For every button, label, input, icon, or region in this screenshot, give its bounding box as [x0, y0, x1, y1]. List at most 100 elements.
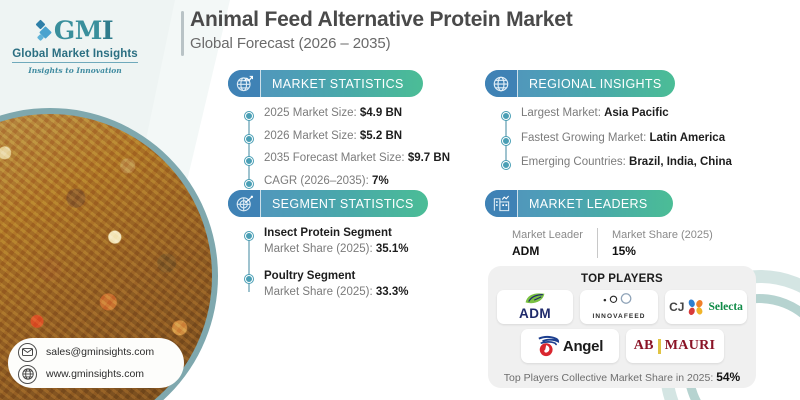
region-label: Emerging Countries: — [521, 156, 630, 169]
market-leader-heading: Market Leader — [512, 229, 583, 241]
cj-blossom-icon — [689, 298, 704, 315]
stat-label: 2035 Forecast Market Size: — [264, 152, 408, 165]
company-logo: GMI Global Market Insights Insights to I… — [10, 16, 140, 75]
segment-value: 35.1% — [375, 242, 409, 255]
stat-label: CAGR (2026–2035): — [264, 174, 373, 187]
angel-swirl-icon — [538, 335, 559, 357]
list-item: Poultry Segment Market Share (2025): 33.… — [244, 269, 409, 300]
logo-wordmark-row: GMI — [10, 15, 140, 45]
list-item: 2025 Market Size: $4.9 BN — [244, 106, 450, 122]
globe-grid-icon — [18, 364, 37, 384]
bullet-dot-icon — [501, 112, 510, 120]
player-name-innovafeed: INNOVAFEED — [592, 312, 646, 320]
selecta-wordmark: Selecta — [708, 301, 743, 313]
section-label-market-statistics: MARKET STATISTICS — [272, 76, 404, 91]
logo-initials: GMI — [53, 15, 114, 45]
list-spine — [248, 233, 250, 293]
section-label-regional-insights: REGIONAL INSIGHTS — [529, 76, 662, 91]
bullet-dot-icon — [501, 136, 510, 145]
bullet-dot-icon — [244, 157, 253, 166]
region-value: Asia Pacific — [604, 107, 669, 119]
collective-share-footer: Top Players Collective Market Share in 2… — [488, 370, 756, 384]
stat-value: 7% — [372, 174, 389, 187]
segment-heading: Insect Protein Segment — [264, 227, 392, 239]
stat-value: $9.7 BN — [407, 152, 450, 165]
contact-panel: sales@gminsights.com www.gminsights.com — [8, 338, 184, 388]
bullet-dot-icon — [501, 161, 510, 170]
stat-value: $4.9 BN — [359, 107, 403, 119]
ab-wordmark: AB — [633, 338, 654, 353]
section-header-market-statistics: MARKET STATISTICS — [228, 70, 423, 97]
gmi-diamonds-icon — [35, 19, 52, 41]
list-item: 2035 Forecast Market Size: $9.7 BN — [244, 151, 450, 167]
list-item: CAGR (2026–2035): 7% — [244, 174, 450, 190]
page-title: Animal Feed Alternative Protein Market — [190, 8, 573, 31]
cj-wordmark: CJ — [669, 300, 685, 314]
market-statistics-list: 2025 Market Size: $4.9 BN 2026 Market Si… — [244, 106, 450, 190]
market-leader-column: Market Leader ADM — [512, 228, 597, 258]
bullet-dot-icon — [244, 134, 253, 143]
regional-insights-list: Largest Market: Asia Pacific Fastest Gro… — [501, 106, 732, 171]
list-item: Largest Market: Asia Pacific — [501, 106, 732, 122]
contact-website-row[interactable]: www.gminsights.com — [18, 364, 174, 384]
market-share-value: 15% — [611, 244, 636, 259]
logo-company-name: Global Market Insights — [12, 48, 138, 63]
page-subtitle: Global Forecast (2026 – 2035) — [190, 35, 391, 53]
region-label: Fastest Growing Market: — [521, 131, 650, 144]
stat-value: $5.2 BN — [359, 129, 403, 142]
bullet-dot-icon — [244, 112, 253, 120]
segment-value: 33.3% — [375, 285, 409, 298]
top-players-row-1: ADM INNOVAFEED CJ — [497, 290, 747, 324]
bullet-dot-icon — [244, 275, 253, 284]
list-item: Insect Protein Segment Market Share (202… — [244, 226, 409, 257]
player-logo-abmauri[interactable]: AB MAURI — [625, 329, 724, 363]
adm-leaf-icon — [525, 293, 545, 304]
globe-chart-icon — [228, 70, 261, 97]
region-label: Largest Market: — [521, 107, 605, 119]
player-name-adm: ADM — [519, 306, 551, 321]
section-header-market-leaders: MARKET LEADERS — [485, 190, 673, 217]
mauri-wordmark: MAURI — [664, 338, 716, 353]
innovafeed-mark-icon — [603, 292, 632, 304]
contact-website: www.gminsights.com — [46, 368, 145, 380]
segment-label: Market Share (2025): — [264, 285, 376, 298]
player-logo-angel[interactable]: Angel — [520, 329, 619, 363]
section-label-segment-statistics: SEGMENT STATISTICS — [272, 196, 414, 211]
ab-divider-bar — [657, 338, 661, 354]
contact-email: sales@gminsights.com — [46, 346, 155, 358]
header: Animal Feed Alternative Protein Market G… — [181, 8, 790, 56]
contact-email-row[interactable]: sales@gminsights.com — [18, 342, 174, 362]
player-name-angel: Angel — [562, 337, 604, 355]
target-chart-icon — [228, 190, 261, 217]
market-leader-value: ADM — [512, 244, 540, 259]
market-leader-summary: Market Leader ADM Market Share (2025) 15… — [512, 228, 727, 259]
bullet-dot-icon — [244, 179, 253, 188]
globe-icon — [485, 70, 518, 97]
logo-tagline: Insights to Innovation — [28, 66, 122, 75]
section-label-market-leaders: MARKET LEADERS — [529, 196, 648, 211]
player-logo-adm[interactable]: ADM — [497, 290, 574, 324]
stat-label: 2025 Market Size: — [264, 107, 360, 119]
list-spine — [248, 113, 250, 182]
region-value: Brazil, India, China — [629, 156, 732, 169]
collective-share-value: 54% — [716, 370, 741, 384]
top-players-title: TOP PLAYERS — [581, 273, 663, 285]
top-players-panel: TOP PLAYERS ADM — [488, 266, 756, 388]
player-logo-cj-selecta[interactable]: CJ Selecta — [665, 290, 747, 324]
section-header-segment-statistics: SEGMENT STATISTICS — [228, 190, 428, 217]
list-item: Fastest Growing Market: Latin America — [501, 131, 732, 147]
market-share-column: Market Share (2025) 15% — [596, 228, 727, 259]
envelope-icon — [18, 342, 37, 362]
top-players-row-2: Angel AB MAURI — [497, 329, 747, 363]
list-item: Emerging Countries: Brazil, India, China — [501, 155, 732, 171]
stat-label: 2026 Market Size: — [264, 129, 360, 142]
segment-label: Market Share (2025): — [264, 242, 376, 255]
segment-heading: Poultry Segment — [264, 270, 356, 283]
list-item: 2026 Market Size: $5.2 BN — [244, 129, 450, 145]
player-logo-innovafeed[interactable]: INNOVAFEED — [580, 290, 658, 324]
header-divider — [181, 11, 184, 56]
segment-statistics-list: Insect Protein Segment Market Share (202… — [244, 226, 409, 300]
market-share-heading: Market Share (2025) — [611, 229, 713, 241]
factory-chart-icon — [485, 190, 518, 217]
